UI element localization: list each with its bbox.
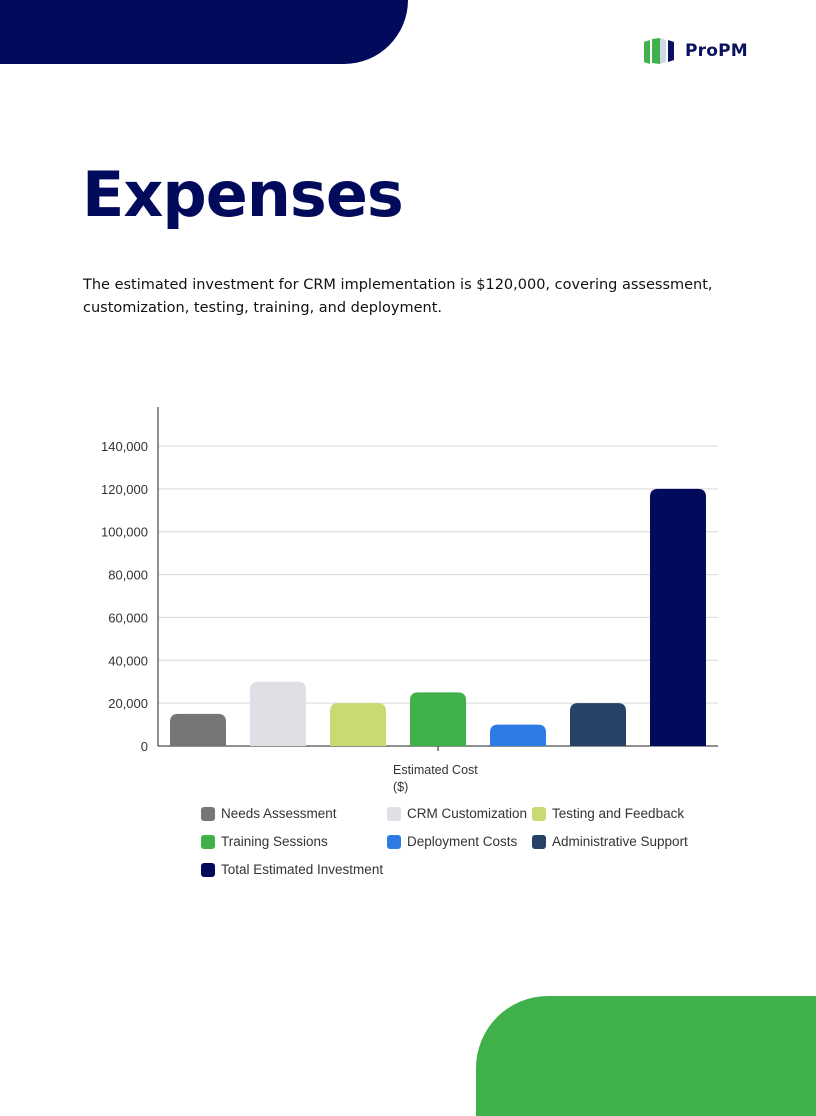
- legend-item: Testing and Feedback: [532, 806, 684, 821]
- legend-label: Administrative Support: [552, 834, 688, 849]
- header-decoration: [0, 0, 408, 64]
- y-tick-label: 140,000: [101, 439, 148, 454]
- bar-deployment-costs: [490, 724, 546, 746]
- logo-text: ProPM: [685, 41, 748, 61]
- bar-testing-and-feedback: [330, 703, 386, 746]
- legend-item: Administrative Support: [532, 834, 688, 849]
- legend-label: Needs Assessment: [221, 806, 337, 821]
- y-tick-label: 20,000: [108, 696, 148, 711]
- bar-training-sessions: [410, 692, 466, 746]
- intro-paragraph: The estimated investment for CRM impleme…: [83, 277, 713, 316]
- legend-item: Training Sessions: [201, 834, 328, 849]
- legend-item: Deployment Costs: [387, 834, 517, 849]
- bar-total-estimated-investment: [650, 488, 706, 746]
- legend-label: Deployment Costs: [407, 834, 518, 849]
- y-tick-label: 0: [141, 739, 148, 754]
- page-title: Expenses: [82, 158, 404, 231]
- legend-swatch: [387, 834, 401, 849]
- legend-swatch: [201, 806, 215, 821]
- legend-swatch: [201, 834, 215, 849]
- legend-swatch: [201, 862, 215, 877]
- y-tick-label: 100,000: [101, 525, 148, 540]
- y-tick-label: 40,000: [108, 653, 148, 668]
- legend-label: Total Estimated Investment: [221, 862, 384, 877]
- legend-label: CRM Customization: [407, 806, 528, 821]
- y-tick-label: 120,000: [101, 482, 148, 497]
- bar-administrative-support: [570, 703, 626, 746]
- legend-label: Training Sessions: [221, 834, 328, 849]
- expenses-bar-chart: 0 20,000 40,000 60,000 80,000 100,000 120,000 1…: [101, 407, 718, 794]
- legend-swatch: [532, 806, 546, 821]
- y-tick-label: 60,000: [108, 610, 148, 625]
- x-axis-label: Estimated Cost ($): [393, 763, 478, 794]
- footer-decoration: [476, 996, 816, 1116]
- logo: ProPM: [644, 38, 748, 64]
- bar-needs-assessment: [170, 713, 226, 746]
- y-tick-label: 80,000: [108, 568, 148, 583]
- bar-crm-customization: [250, 681, 306, 746]
- legend-swatch: [387, 806, 401, 821]
- legend-swatch: [532, 834, 546, 849]
- legend-item: CRM Customization: [387, 806, 527, 821]
- legend-label: Testing and Feedback: [552, 806, 685, 821]
- legend-item: Total Estimated Investment: [201, 862, 383, 877]
- logo-icon: [644, 38, 674, 64]
- legend-item: Needs Assessment: [201, 806, 337, 821]
